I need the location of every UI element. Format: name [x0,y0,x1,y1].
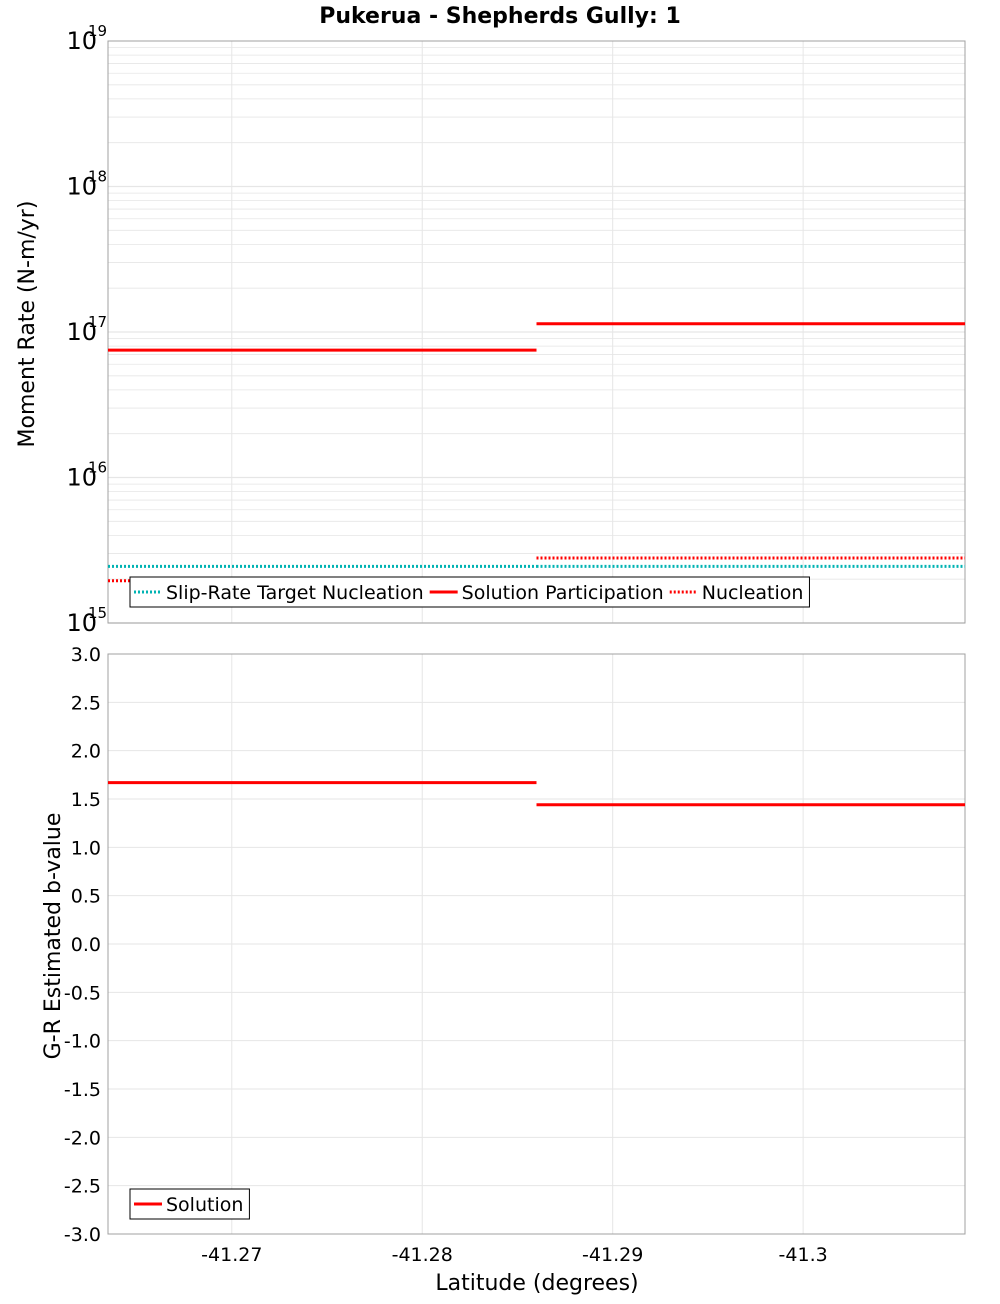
y-tick-label: -0.5 [64,982,101,1004]
y-tick-label: 10 [66,27,97,55]
y-tick-label: 1.5 [71,789,101,811]
y-tick-label: -1.0 [64,1031,101,1053]
plot-frame [107,40,966,624]
x-tick-label: -41.28 [392,1244,453,1266]
legend-label-solution: Solution [166,1194,243,1216]
y-axis-label: G-R Estimated b-value [41,813,66,1060]
y-axis-label: Moment Rate (N-m/yr) [15,201,40,448]
x-tick-label: -41.29 [582,1244,643,1266]
y-tick-label: -3.0 [64,1224,101,1246]
y-tick-exponent: 17 [88,313,107,331]
plot-frame [107,653,966,1235]
y-tick-exponent: 16 [88,459,107,477]
y-tick-label: 10 [66,609,97,637]
y-tick-label: 3.0 [71,644,101,666]
y-tick-label: 2.5 [71,692,101,714]
y-tick-label: 0.0 [71,934,101,956]
y-tick-label: 1.0 [71,837,101,859]
legend: Solution [129,1188,250,1220]
legend-label-solution-participation: Solution Participation [462,582,664,604]
y-tick-label: 10 [66,173,97,201]
x-axis-label: Latitude (degrees) [435,1271,638,1296]
y-tick-label: 10 [66,464,97,492]
y-tick-label: 2.0 [71,741,101,763]
y-tick-label: 10 [66,318,97,346]
x-tick-label: -41.3 [779,1244,828,1266]
legend-label-slip-rate-target-nucleation: Slip-Rate Target Nucleation [166,582,424,604]
y-tick-label: -2.0 [64,1127,101,1149]
y-tick-label: -2.5 [64,1176,101,1198]
y-tick-exponent: 18 [88,168,107,186]
x-tick-label: -41.27 [201,1244,262,1266]
panel-b-value: 3.0 2.5 2.0 1.5 1.0 0.5 0.0 -0.5 -1.0 -1.5 -2.0 -2.… [41,644,966,1266]
legend: Slip-Rate Target Nucleation Solution Part… [129,576,810,608]
y-tick-label: 0.5 [71,886,101,908]
y-tick-exponent: 15 [88,604,107,622]
legend-label-nucleation: Nucleation [702,582,804,604]
y-tick-label: -1.5 [64,1079,101,1101]
chart-title: Pukerua - Shepherds Gully: 1 [319,4,681,29]
y-tick-exponent: 19 [88,22,107,40]
legend-box [129,576,810,608]
